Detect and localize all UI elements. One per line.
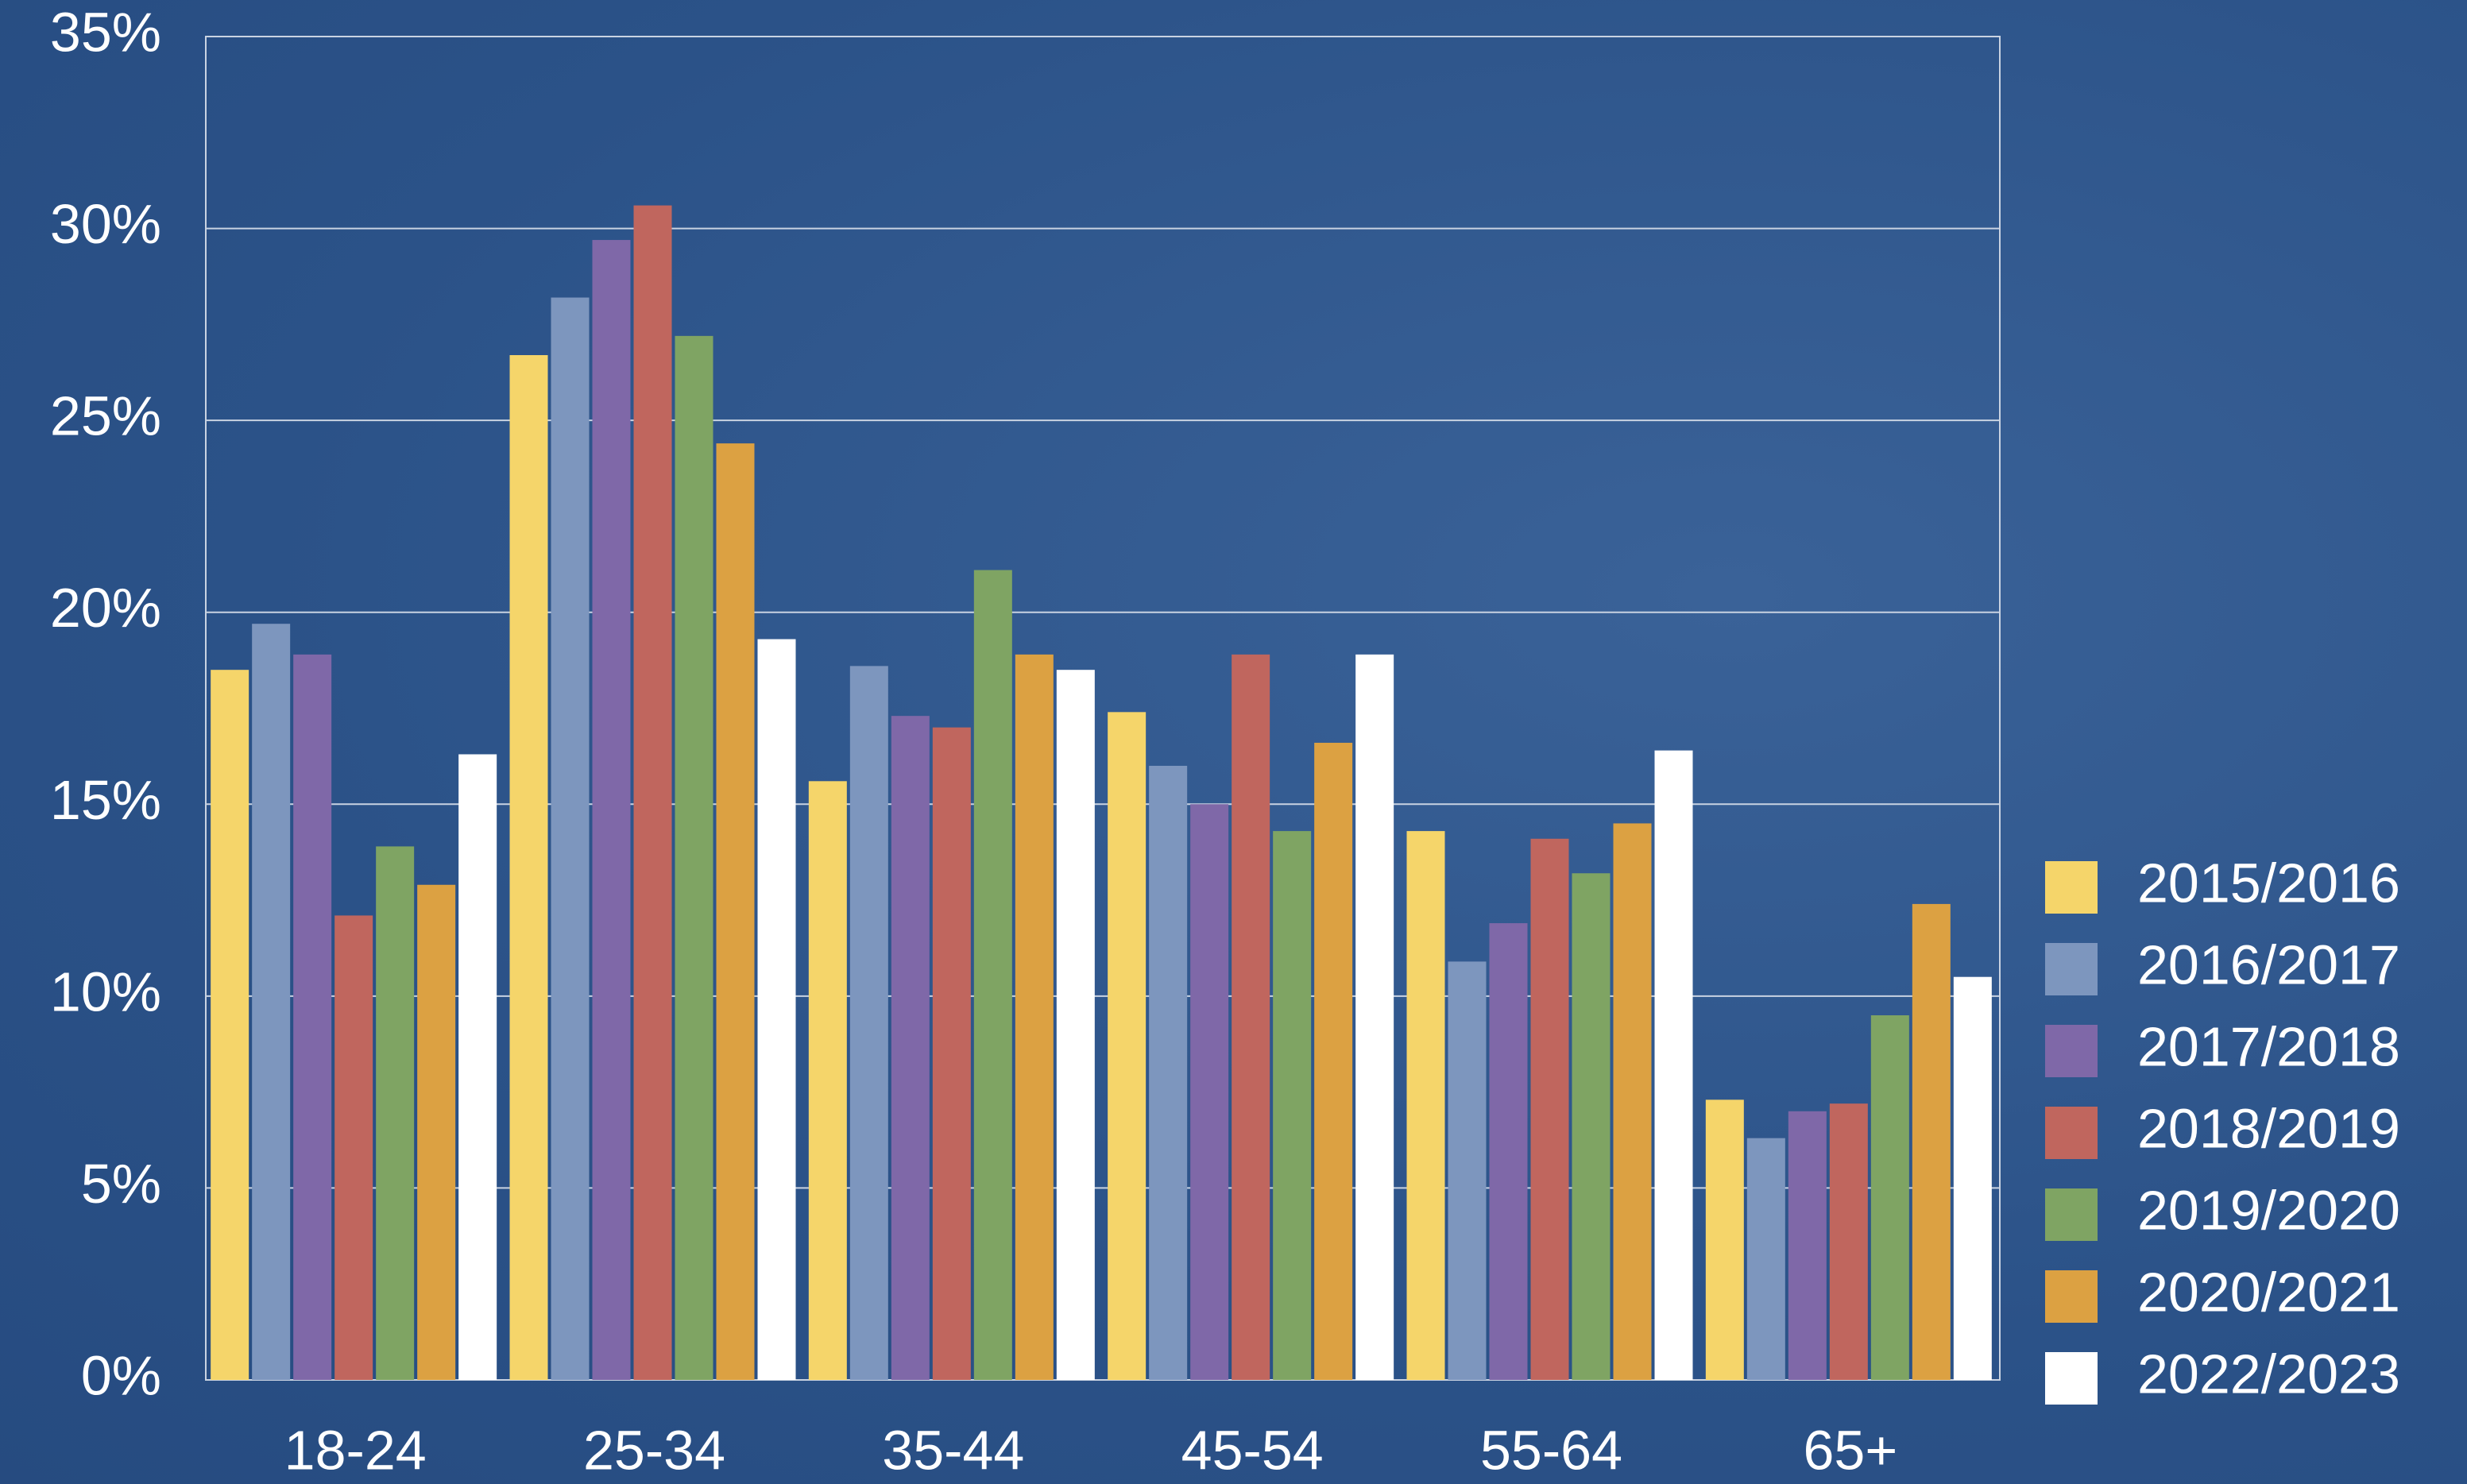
y-tick-label: 10%	[50, 960, 161, 1022]
x-tick-label: 18-24	[284, 1419, 427, 1481]
legend-label: 2017/2018	[2137, 1015, 2400, 1077]
bar	[592, 240, 631, 1381]
bar	[973, 570, 1012, 1380]
bar	[1406, 831, 1445, 1380]
bar	[1232, 654, 1270, 1380]
legend-swatch	[2045, 1107, 2098, 1159]
bar	[932, 727, 971, 1380]
bar	[716, 443, 755, 1381]
bar	[509, 355, 548, 1381]
x-tick-label: 55-64	[1480, 1419, 1622, 1481]
y-tick-label: 20%	[50, 577, 161, 639]
bar	[1829, 1103, 1868, 1380]
bar	[211, 670, 249, 1380]
legend-swatch	[2045, 1188, 2098, 1241]
bar	[633, 205, 672, 1380]
bar	[1108, 712, 1146, 1380]
bar	[1870, 1015, 1909, 1380]
bar	[675, 335, 713, 1380]
x-tick-label: 45-54	[1181, 1419, 1324, 1481]
x-tick-label: 25-34	[583, 1419, 725, 1481]
bar	[1355, 654, 1394, 1380]
x-tick-label: 35-44	[882, 1419, 1024, 1481]
legend-label: 2016/2017	[2137, 933, 2400, 995]
bar	[1530, 838, 1569, 1380]
bar	[1746, 1138, 1785, 1380]
bar	[1613, 823, 1652, 1380]
legend-swatch	[2045, 1025, 2098, 1077]
bar	[1912, 903, 1951, 1380]
y-tick-label: 5%	[81, 1153, 161, 1215]
y-tick-label: 15%	[50, 769, 161, 831]
legend-label: 2019/2020	[2137, 1179, 2400, 1241]
bar	[1654, 750, 1693, 1380]
bar	[334, 915, 373, 1380]
y-tick-label: 30%	[50, 193, 161, 255]
legend-label: 2020/2021	[2137, 1261, 2400, 1323]
bar	[551, 297, 590, 1381]
x-tick-label: 65+	[1803, 1419, 1897, 1481]
bar	[808, 781, 847, 1380]
bar	[1489, 923, 1528, 1380]
legend-swatch	[2045, 861, 2098, 914]
bar	[1572, 873, 1611, 1380]
legend-label: 2022/2023	[2137, 1343, 2400, 1405]
y-tick-label: 0%	[81, 1344, 161, 1406]
bar	[849, 666, 888, 1380]
bar	[891, 716, 930, 1380]
legend-label: 2018/2019	[2137, 1097, 2400, 1159]
y-tick-label: 35%	[50, 1, 161, 63]
bar	[1448, 961, 1487, 1380]
legend-swatch	[2045, 1270, 2098, 1323]
bar	[1788, 1111, 1827, 1380]
bar	[1149, 765, 1188, 1380]
bar	[293, 654, 332, 1380]
bar	[1273, 831, 1312, 1380]
bar	[252, 624, 291, 1380]
bar	[458, 754, 497, 1380]
legend-label: 2015/2016	[2137, 852, 2400, 914]
bar	[417, 884, 456, 1380]
bar	[1705, 1099, 1744, 1380]
bar	[1953, 976, 1992, 1380]
bar	[1056, 670, 1095, 1380]
legend-swatch	[2045, 943, 2098, 995]
bar	[376, 846, 415, 1380]
bar	[1015, 654, 1054, 1380]
bar	[1190, 804, 1229, 1380]
bar	[757, 639, 796, 1380]
legend-swatch	[2045, 1352, 2098, 1405]
bar	[1314, 742, 1353, 1380]
y-tick-label: 25%	[50, 385, 161, 447]
